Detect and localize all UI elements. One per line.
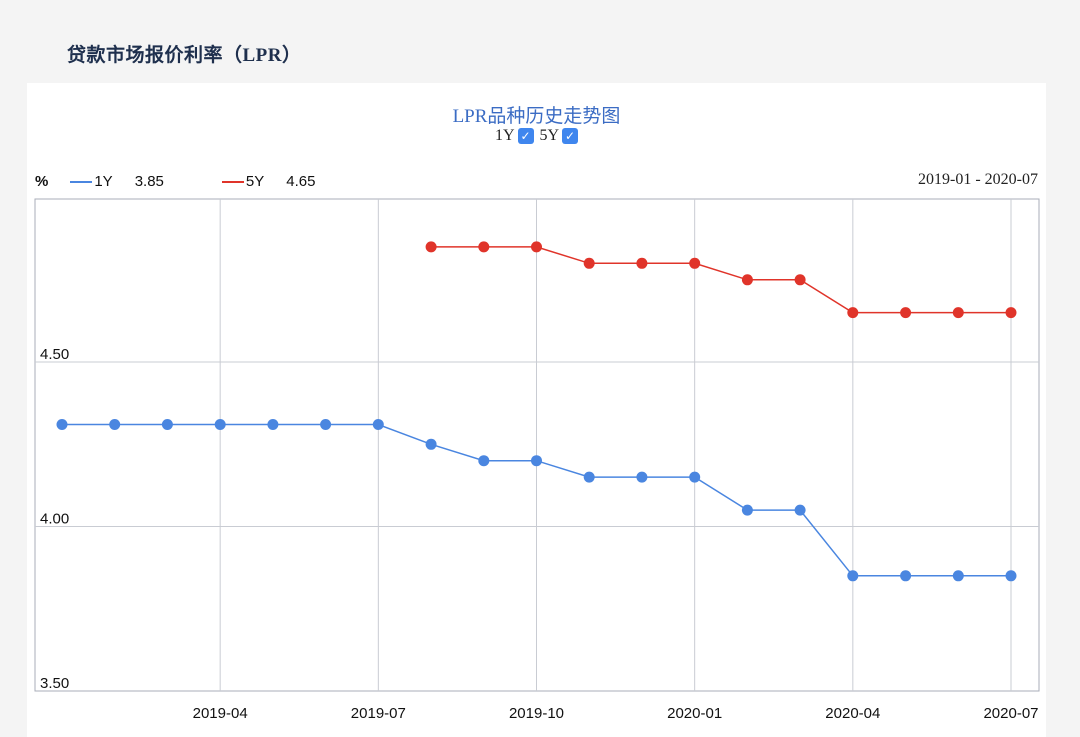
series-line-5y xyxy=(431,246,1011,314)
series-toggles: 1Y ✓ 5Y ✓ xyxy=(27,127,1046,145)
legend-line-5y xyxy=(221,180,244,183)
legend-value-5y: 4.65 xyxy=(286,173,316,190)
data-point-1y xyxy=(847,570,859,582)
data-point-5y xyxy=(689,257,701,269)
x-tick-label: 2020-01 xyxy=(667,705,722,722)
data-point-1y xyxy=(689,471,701,483)
data-point-5y xyxy=(478,241,490,253)
legend-line-1y xyxy=(70,180,93,183)
y-tick-label: 3.50 xyxy=(40,675,69,692)
data-point-1y xyxy=(583,471,595,483)
data-point-5y xyxy=(1005,307,1017,319)
data-point-1y xyxy=(372,419,384,430)
legend-value-1y: 3.85 xyxy=(134,173,164,190)
page-title: 贷款市场报价利率（LPR） xyxy=(67,45,302,66)
data-point-5y xyxy=(636,257,648,269)
data-point-5y xyxy=(531,241,542,253)
x-tick-label: 2020-07 xyxy=(983,705,1038,722)
x-tick-label: 2020-04 xyxy=(825,705,880,722)
checkbox-1y-icon[interactable]: ✓ xyxy=(517,128,534,144)
data-point-1y xyxy=(900,570,912,582)
data-point-5y xyxy=(952,307,964,319)
data-point-1y xyxy=(478,455,490,467)
data-point-5y xyxy=(741,274,753,286)
data-point-1y xyxy=(56,419,68,430)
data-point-5y xyxy=(425,241,437,253)
data-point-1y xyxy=(425,438,437,450)
y-tick-label: 4.00 xyxy=(40,511,69,528)
data-point-1y xyxy=(161,419,173,430)
data-point-1y xyxy=(1005,570,1017,582)
data-point-1y xyxy=(794,504,806,516)
chart-title: LPR品种历史走势图 xyxy=(452,106,621,127)
date-range: 2019-01 - 2020-07 xyxy=(918,171,1038,188)
data-point-1y xyxy=(531,455,542,467)
toggle-1y-label: 1Y xyxy=(494,127,515,144)
y-tick-label: 4.50 xyxy=(40,346,69,363)
x-tick-label: 2019-10 xyxy=(509,705,564,722)
checkbox-5y-icon[interactable]: ✓ xyxy=(562,128,579,144)
legend-item-1y: 1Y 3.85 xyxy=(70,173,164,190)
data-point-1y xyxy=(741,504,753,516)
legend-name-1y: 1Y xyxy=(94,173,113,190)
toggle-5y[interactable]: 5Y ✓ xyxy=(540,127,579,145)
toggle-5y-label: 5Y xyxy=(539,127,560,144)
data-point-5y xyxy=(847,307,859,319)
data-point-5y xyxy=(583,257,595,269)
legend-item-5y: 5Y 4.65 xyxy=(221,173,316,190)
x-tick-label: 2019-04 xyxy=(193,705,248,722)
data-point-1y xyxy=(214,419,226,430)
data-point-1y xyxy=(320,419,332,430)
x-tick-label: 2019-07 xyxy=(351,705,406,722)
legend: % 1Y 3.85 5Y 4.65 xyxy=(35,173,373,190)
data-point-1y xyxy=(267,419,279,430)
y-unit-label: % xyxy=(35,173,49,190)
data-point-5y xyxy=(900,307,912,319)
data-point-1y xyxy=(952,570,964,582)
toggle-1y[interactable]: 1Y ✓ xyxy=(495,127,534,145)
data-point-1y xyxy=(109,419,121,430)
data-point-1y xyxy=(636,471,648,483)
legend-name-5y: 5Y xyxy=(245,173,265,190)
data-point-5y xyxy=(794,274,806,286)
